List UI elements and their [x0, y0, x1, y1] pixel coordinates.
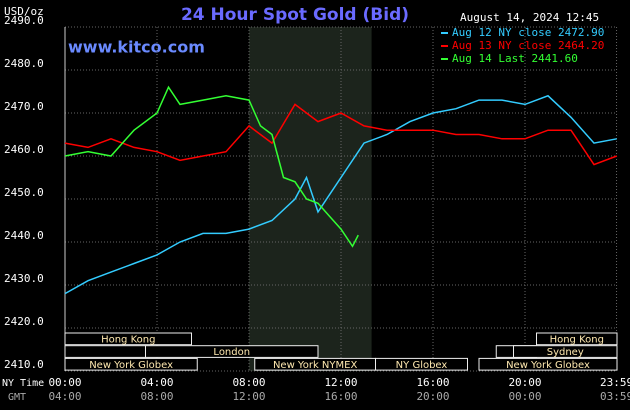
chart-title: 24 Hour Spot Gold (Bid) — [181, 5, 409, 25]
session-label: Sydney — [547, 347, 584, 358]
x-tick-label: 04:00 — [140, 376, 173, 389]
session-label: London — [213, 347, 250, 358]
x-tick-label: 08:00 — [232, 376, 265, 389]
x2-tick-label: 08:00 — [140, 390, 173, 403]
session-label: New York Globex — [506, 360, 590, 371]
session-bar — [64, 332, 192, 346]
y-tick-label: 2410.0 — [4, 358, 44, 371]
y-tick-label: 2440.0 — [4, 229, 44, 242]
session-label: NY Globex — [396, 360, 448, 371]
session-label: Hong Kong — [101, 334, 155, 345]
x2-tick-label: 16:00 — [324, 390, 357, 403]
x-tick-label: 16:00 — [416, 376, 449, 389]
session-bar — [478, 357, 618, 371]
session-label: New York Globex — [89, 360, 173, 371]
x-tick-label: 12:00 — [324, 376, 357, 389]
y-tick-label: 2470.0 — [4, 100, 44, 113]
legend-label: Aug 12 NY close 2472.90 — [452, 26, 604, 39]
x2-tick-label: 00:00 — [508, 390, 541, 403]
x2-tick-label: 20:00 — [416, 390, 449, 403]
session-label: New York NYMEX — [273, 360, 358, 371]
session-bar — [513, 345, 618, 358]
session-label: Hong Kong — [550, 334, 604, 345]
series-line — [64, 103, 618, 166]
x2-row-label: GMT — [8, 392, 26, 403]
x-tick-label: 23:59 — [600, 376, 630, 389]
series-line — [64, 85, 359, 248]
session-bar — [536, 332, 618, 346]
date-label: August 14, 2024 12:45 — [460, 11, 599, 24]
y-tick-label: 2490.0 — [4, 14, 44, 27]
session-bar — [145, 345, 319, 358]
unit-label: USD/oz — [4, 5, 44, 18]
legend-label: Aug 14 Last 2441.60 — [452, 52, 578, 65]
site-label: www.kitco.com — [68, 38, 205, 57]
session-bar — [64, 357, 198, 371]
session-bar — [375, 357, 468, 371]
y-tick-label: 2430.0 — [4, 272, 44, 285]
y-tick-label: 2420.0 — [4, 315, 44, 328]
x2-tick-label: 03:59 — [600, 390, 630, 403]
y-tick-label: 2460.0 — [4, 143, 44, 156]
legend-label: Aug 13 NY close 2464.20 — [452, 39, 604, 52]
x-tick-label: 20:00 — [508, 376, 541, 389]
x-tick-label: 00:00 — [48, 376, 81, 389]
y-tick-label: 2480.0 — [4, 57, 44, 70]
session-bar — [64, 345, 146, 358]
x-row-label: NY Time — [2, 378, 44, 389]
y-tick-label: 2450.0 — [4, 186, 44, 199]
x2-tick-label: 12:00 — [232, 390, 265, 403]
series-line — [64, 94, 617, 295]
x2-tick-label: 04:00 — [48, 390, 81, 403]
